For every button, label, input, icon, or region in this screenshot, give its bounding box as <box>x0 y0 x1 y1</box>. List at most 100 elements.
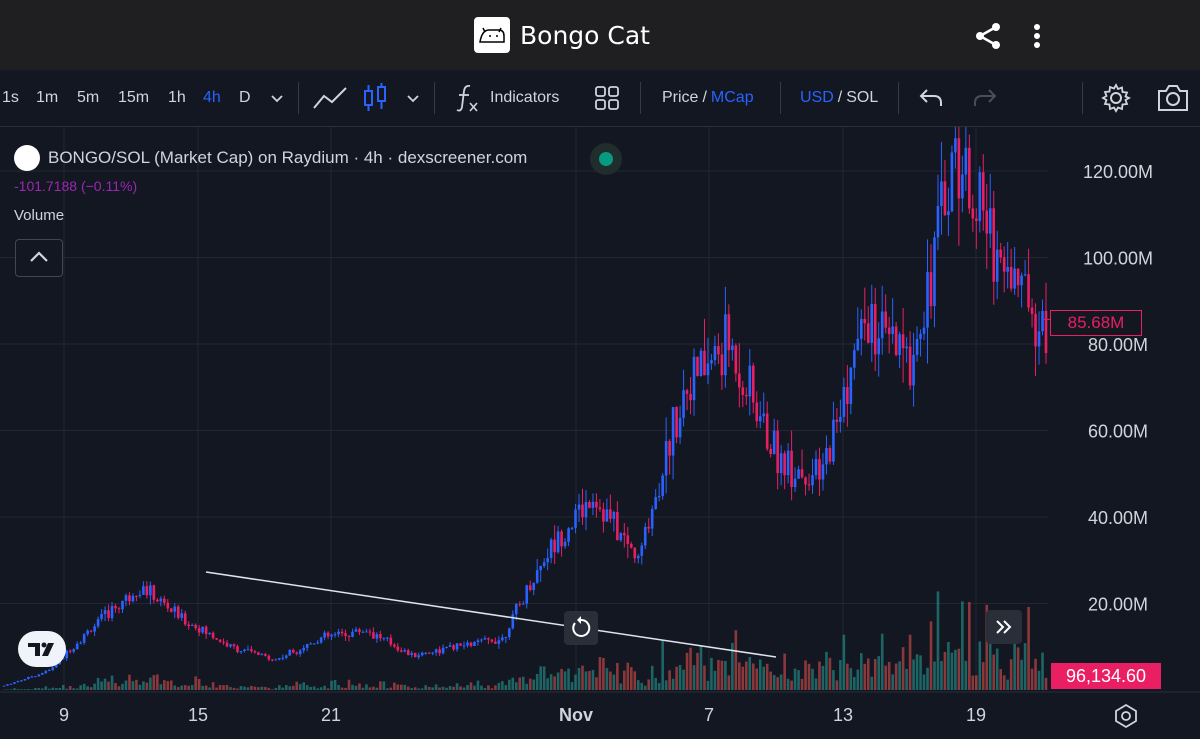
volume-bar <box>114 683 117 690</box>
interval-5m[interactable]: 5m <box>77 89 100 106</box>
volume-bar <box>354 685 358 690</box>
candle-body <box>1020 275 1023 286</box>
reset-chart-button[interactable] <box>564 611 598 645</box>
toolbar-divider <box>434 82 435 114</box>
candle-body <box>319 637 323 643</box>
candle-body <box>741 387 745 395</box>
candle-body <box>365 631 368 633</box>
volume-bar <box>1044 677 1048 690</box>
candle-body <box>93 626 96 632</box>
volume-bar <box>288 686 292 690</box>
interval-4h[interactable]: 4h <box>203 89 221 106</box>
candle-body <box>208 632 211 635</box>
volume-bar <box>413 687 417 690</box>
volume-bar <box>51 687 55 690</box>
candle-body <box>713 345 717 361</box>
app-title-group: Bongo Cat <box>474 17 650 53</box>
candle-body <box>236 646 239 653</box>
candle-body <box>267 655 271 660</box>
volume-bar <box>835 680 839 690</box>
volume-bar <box>323 685 326 690</box>
candle-body <box>427 652 431 654</box>
tradingview-logo-icon[interactable] <box>18 631 66 667</box>
volume-bar <box>281 687 285 690</box>
interval-15m[interactable]: 15m <box>118 89 150 106</box>
usd-sol-toggle[interactable]: USD / SOL <box>800 70 878 126</box>
settings-gear-icon[interactable] <box>1100 70 1132 126</box>
candle-body <box>250 649 253 652</box>
candle-body <box>218 639 222 642</box>
volume-bar <box>351 684 354 690</box>
chart-area[interactable]: 120.00M 100.00M 80.00M 60.00M 40.00M 20.00M 9 1… <box>0 127 1200 739</box>
candle-body <box>570 527 574 529</box>
volume-bar <box>79 685 82 690</box>
indicators-button[interactable]: Indicators <box>456 70 559 126</box>
volume-bar <box>368 687 372 690</box>
candle-body <box>51 667 55 671</box>
candle-body <box>86 630 89 635</box>
layouts-grid-icon[interactable] <box>594 70 620 126</box>
price-label: Price <box>662 89 699 106</box>
toolbar-divider <box>898 82 899 114</box>
volume-bar <box>201 685 204 690</box>
line-chart-icon[interactable] <box>312 70 348 126</box>
candle-body <box>556 531 560 553</box>
volume-bar <box>706 680 710 690</box>
scroll-to-realtime-button[interactable] <box>986 610 1022 644</box>
time-axis-tick-label: Nov <box>559 705 593 725</box>
volume-bar <box>734 630 738 690</box>
more-options-icon[interactable] <box>1026 20 1048 52</box>
candle-body <box>521 603 525 605</box>
volume-bar <box>215 687 218 690</box>
volume-bar <box>473 685 476 690</box>
candle-body <box>316 642 319 644</box>
candle-body <box>183 613 187 625</box>
candle-body <box>629 543 633 548</box>
volume-bar <box>494 685 497 690</box>
candles-chart-icon[interactable] <box>362 70 388 126</box>
volume-bar <box>682 669 685 690</box>
share-icon[interactable] <box>972 20 1004 52</box>
candle-body <box>828 447 832 462</box>
volume-bar <box>1009 659 1013 690</box>
volume-bar <box>901 647 905 690</box>
interval-chevron-down-icon[interactable] <box>268 70 286 126</box>
candlestick-chart[interactable]: 120.00M 100.00M 80.00M 60.00M 40.00M 20.00M 9 1… <box>0 127 1200 739</box>
interval-1s[interactable]: 1s <box>2 89 19 106</box>
candle-body <box>846 387 849 405</box>
volume-bar <box>814 678 818 690</box>
camera-icon[interactable] <box>1156 70 1190 126</box>
interval-1h[interactable]: 1h <box>168 89 186 106</box>
volume-bar <box>68 686 72 690</box>
candle-body <box>988 208 992 234</box>
candle-body <box>274 659 278 661</box>
price-mcap-toggle[interactable]: Price / MCap <box>662 70 754 126</box>
candle-body <box>386 637 389 639</box>
volume-bar <box>689 647 692 690</box>
volume-bar <box>190 685 194 690</box>
volume-bar <box>616 662 619 690</box>
candle-body <box>633 547 637 559</box>
candle-body <box>734 345 738 374</box>
volume-bar <box>744 661 748 690</box>
volume-bar <box>992 654 996 690</box>
volume-bar <box>643 685 647 690</box>
axis-settings-icon[interactable] <box>1112 702 1140 730</box>
volume-bar <box>100 681 103 690</box>
redo-icon[interactable] <box>972 70 998 126</box>
volume-bar <box>459 686 462 690</box>
collapse-legend-button[interactable] <box>15 239 63 277</box>
volume-bar <box>588 671 591 690</box>
candle-body <box>703 350 706 376</box>
interval-1m[interactable]: 1m <box>36 89 59 106</box>
chart-type-chevron-down-icon[interactable] <box>404 70 422 126</box>
interval-d[interactable]: D <box>239 89 251 106</box>
candle-body <box>542 562 546 566</box>
volume-bar <box>818 661 821 690</box>
candle-body <box>671 407 675 456</box>
volume-bar <box>469 682 473 690</box>
candle-body <box>605 509 609 522</box>
candle-body <box>166 602 170 609</box>
undo-icon[interactable] <box>918 70 944 126</box>
candle-body <box>636 555 640 559</box>
